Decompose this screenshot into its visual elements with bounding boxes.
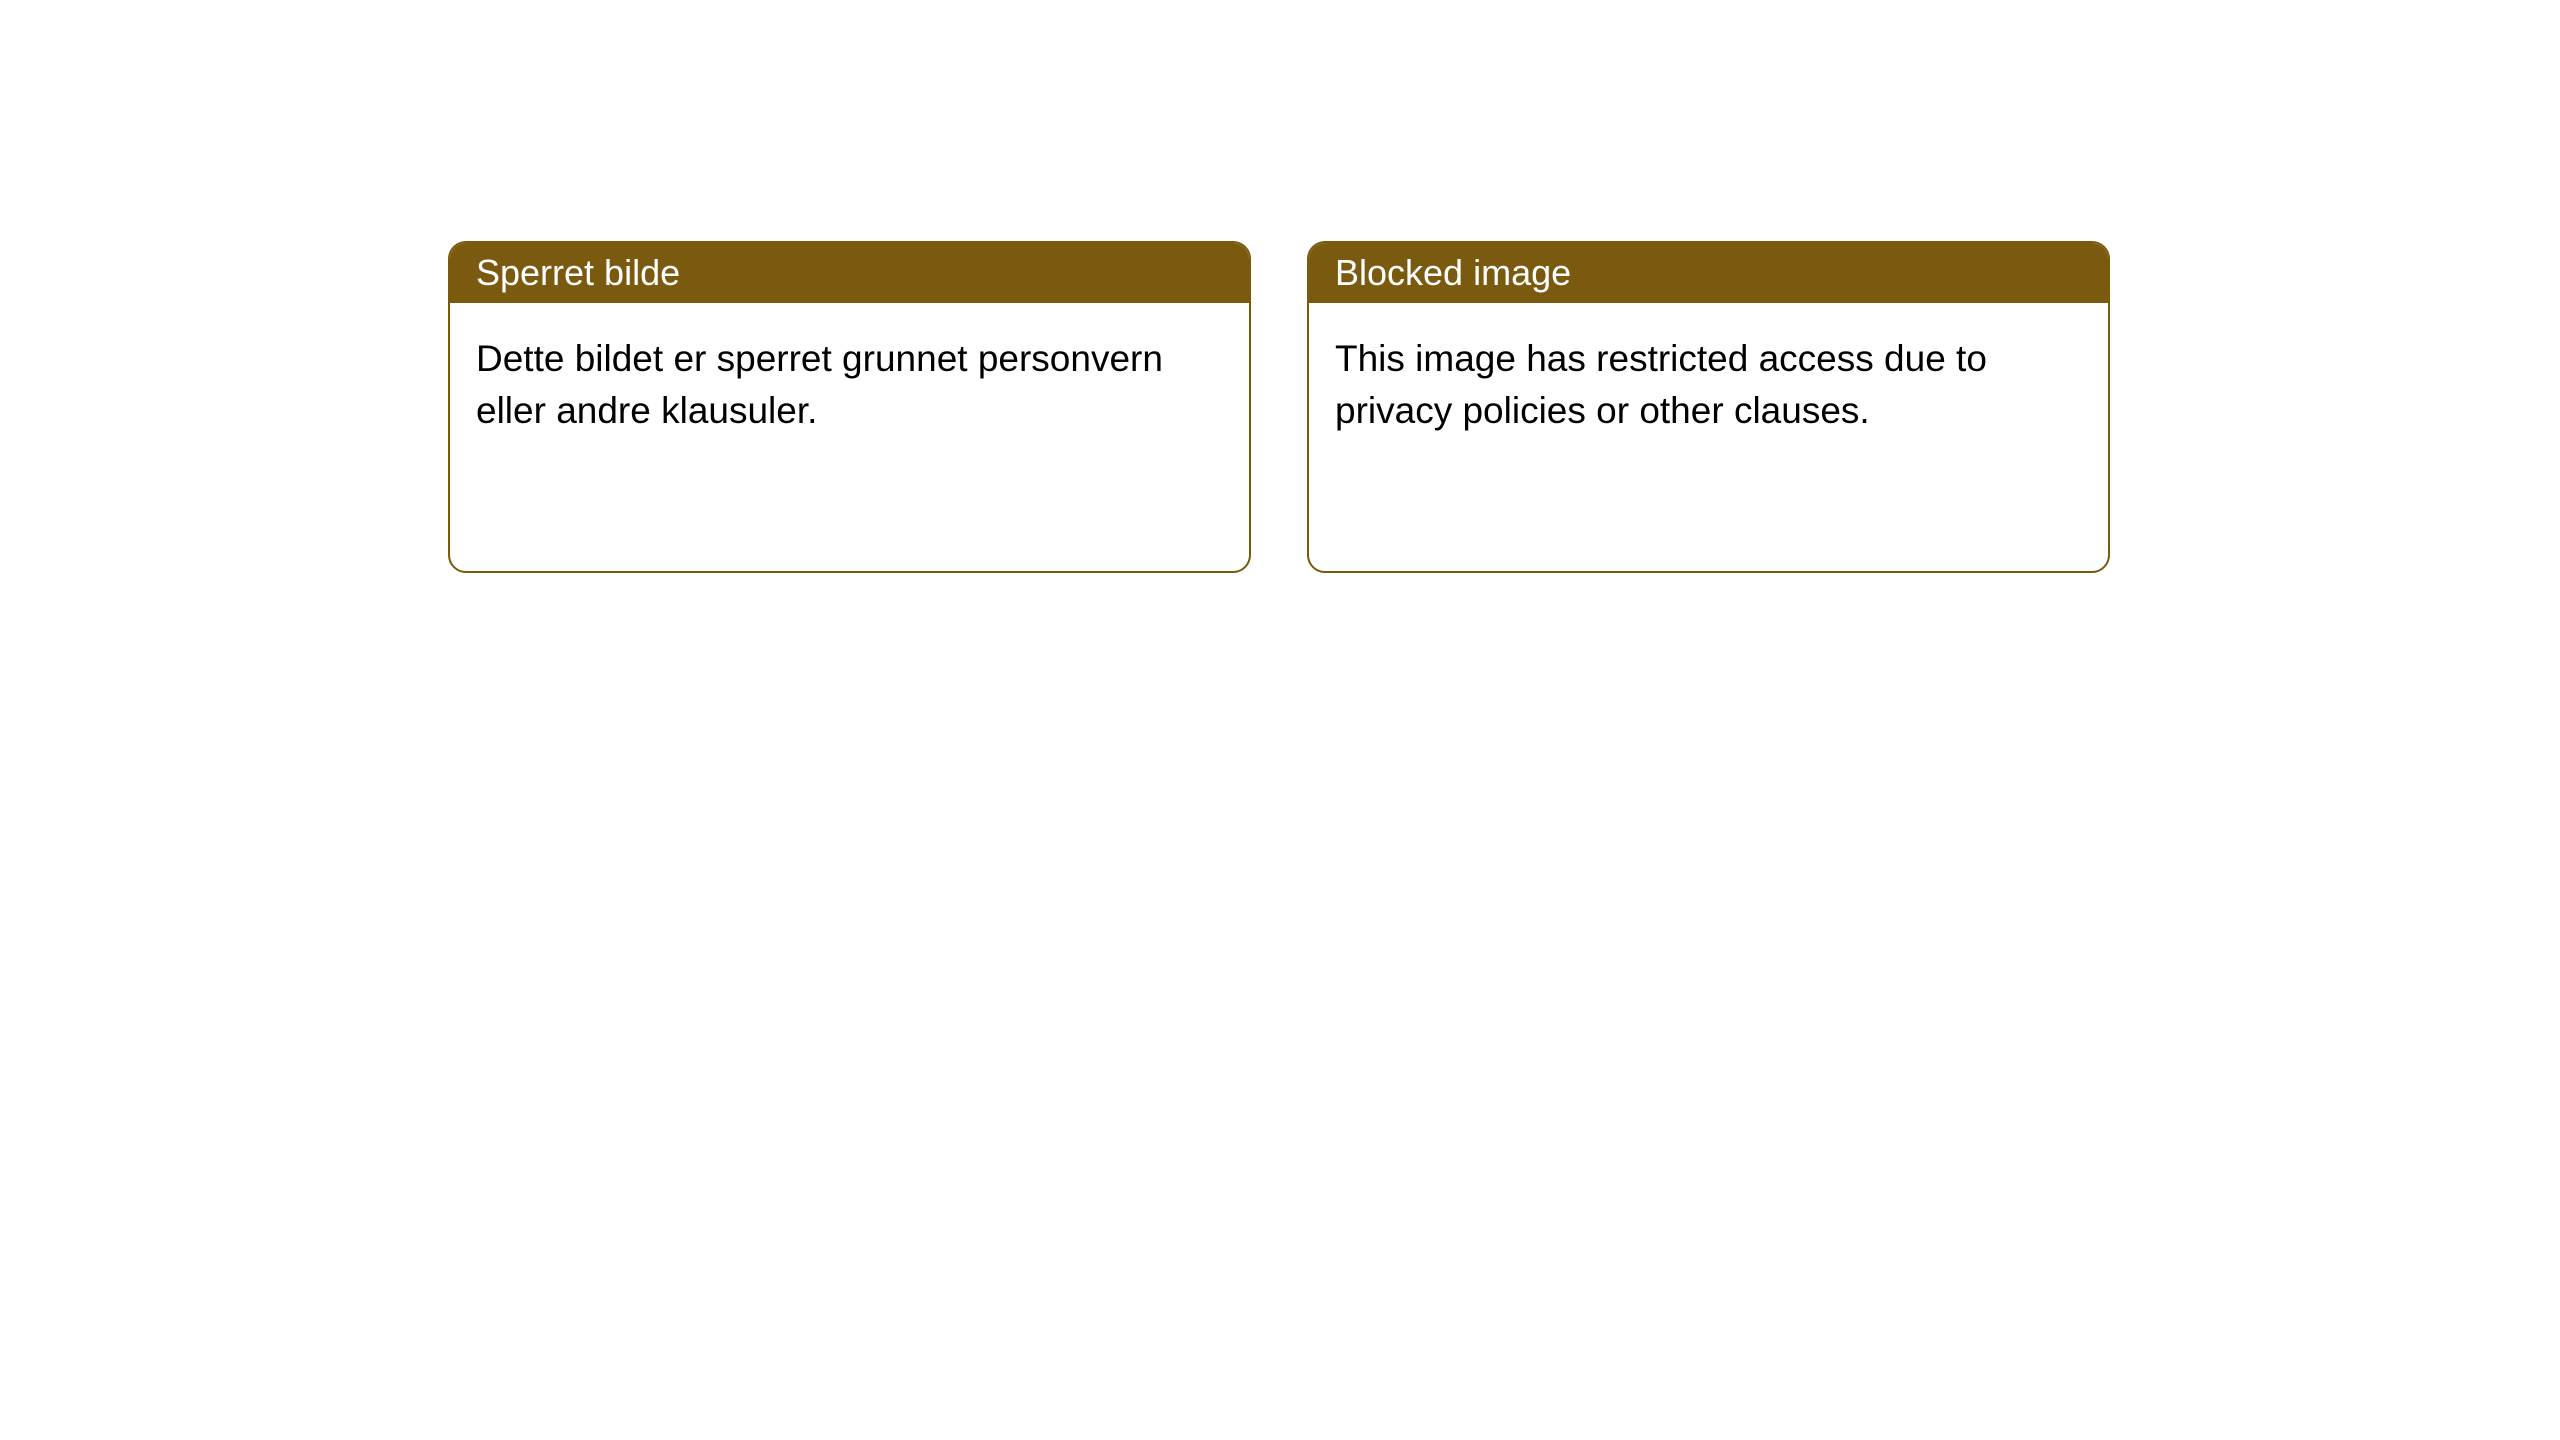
card-body-text: Dette bildet er sperret grunnet personve… [476, 338, 1163, 431]
notice-container: Sperret bilde Dette bildet er sperret gr… [448, 241, 2110, 573]
notice-card-english: Blocked image This image has restricted … [1307, 241, 2110, 573]
card-body-norwegian: Dette bildet er sperret grunnet personve… [450, 303, 1249, 467]
notice-card-norwegian: Sperret bilde Dette bildet er sperret gr… [448, 241, 1251, 573]
card-title: Blocked image [1335, 252, 1571, 294]
card-header-norwegian: Sperret bilde [450, 243, 1249, 303]
card-title: Sperret bilde [476, 252, 680, 294]
card-header-english: Blocked image [1309, 243, 2108, 303]
card-body-text: This image has restricted access due to … [1335, 338, 1987, 431]
card-body-english: This image has restricted access due to … [1309, 303, 2108, 467]
